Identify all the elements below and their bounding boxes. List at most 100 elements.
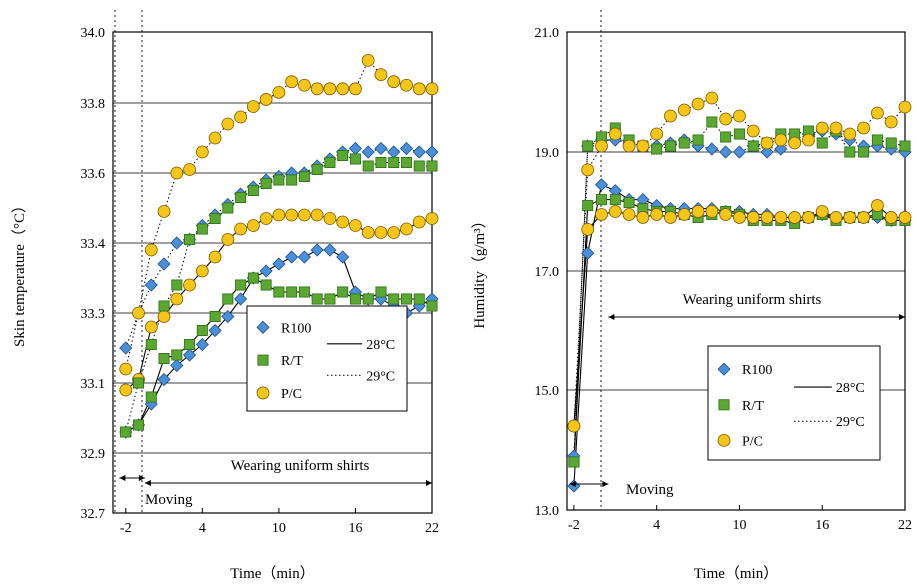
data-point-pc-28c (871, 199, 884, 212)
x-axis-label: Time（min） (694, 565, 778, 582)
data-point-rt-28c (184, 338, 196, 350)
data-point-rt-29c (286, 174, 298, 186)
data-point-r100-29c (732, 145, 747, 159)
data-point-pc-29c (746, 124, 760, 138)
data-point-rt-29c (844, 146, 856, 158)
data-point-rt-28c (582, 200, 594, 212)
data-point-pc-29c (323, 82, 337, 96)
data-point-rt-29c (209, 212, 221, 224)
data-point-pc-29c (829, 121, 843, 135)
data-point-pc-29c (650, 127, 664, 141)
data-point-pc-28c (677, 208, 691, 221)
x-tick-label: 4 (199, 521, 206, 536)
data-point-rt-29c (664, 140, 676, 152)
data-point-pc-28c (843, 211, 857, 224)
data-point-r100-28c (157, 372, 171, 387)
data-point-rt-28c (222, 293, 234, 305)
x-tick-label: 22 (898, 518, 912, 533)
data-point-pc-29c (119, 362, 133, 376)
data-point-pc-28c (361, 226, 375, 239)
data-point-rt-28c (171, 349, 183, 361)
data-point-pc-28c (815, 205, 829, 218)
data-point-rt-29c (816, 137, 828, 149)
data-point-rt-29c (582, 140, 594, 152)
data-point-pc-28c (622, 208, 636, 221)
data-point-rt-29c (899, 140, 911, 152)
data-point-pc-28c (221, 233, 235, 246)
data-point-r100-29c (144, 278, 158, 292)
moving-arrow-head (602, 481, 609, 487)
legend-label-rt: R/T (742, 399, 764, 414)
data-point-pc-29c (774, 133, 788, 147)
y-tick-label: 34.0 (81, 26, 106, 41)
data-point-pc-29c (857, 121, 871, 135)
data-point-rt-29c (388, 156, 400, 168)
data-point-pc-28c (272, 208, 286, 222)
data-point-pc-28c (719, 208, 733, 221)
plot-frame (112, 31, 433, 514)
wearing-arrow-head (426, 480, 432, 486)
data-point-pc-29c (802, 133, 815, 147)
data-point-r100-28c (594, 178, 609, 192)
legend-marker-r100 (256, 320, 270, 334)
wearing-label: Wearing uniform shirts (231, 458, 370, 474)
x-tick-label: 22 (425, 521, 439, 536)
legend-marker-pc (717, 434, 731, 447)
data-point-pc-28c (323, 212, 337, 225)
data-point-r100-29c (170, 236, 184, 250)
data-point-rt-29c (720, 131, 732, 143)
legend-label-28c: 28°C (836, 381, 865, 396)
legend-label-pc: P/C (742, 434, 763, 449)
data-point-pc-29c (567, 419, 581, 433)
data-point-pc-28c (705, 205, 719, 218)
data-point-r100-28c (336, 250, 350, 264)
x-tick-label: -2 (568, 518, 580, 533)
plot-frame (566, 31, 906, 511)
data-point-pc-28c (664, 211, 677, 224)
data-point-r100-28c (221, 309, 235, 324)
data-point-pc-28c (246, 219, 260, 232)
data-point-pc-29c (400, 78, 413, 92)
y-tick-label: 33.8 (81, 97, 106, 112)
data-point-rt-28c (349, 293, 361, 305)
legend-label-29c: 29°C (366, 369, 395, 384)
data-point-pc-29c (170, 166, 184, 180)
y-tick-label: 13.0 (535, 504, 560, 519)
data-point-pc-28c (259, 212, 273, 225)
data-point-r100-29c (348, 141, 363, 156)
data-point-pc-28c (374, 226, 388, 239)
x-tick-label: 16 (348, 521, 362, 536)
data-point-rt-29c (247, 184, 259, 196)
data-point-pc-28c (636, 211, 650, 224)
data-point-rt-29c (651, 143, 663, 155)
x-tick-label: 16 (815, 518, 829, 533)
data-point-r100-28c (272, 257, 286, 271)
data-point-pc-29c (843, 127, 857, 141)
data-point-pc-29c (310, 82, 324, 96)
data-point-rt-28c (196, 324, 208, 336)
legend: R100 R/T P/C 28°C 29°C (246, 305, 408, 412)
y-tick-label: 19.0 (535, 146, 560, 161)
data-point-pc-28c (691, 205, 705, 218)
data-point-pc-28c (774, 211, 788, 224)
data-point-pc-29c (349, 82, 362, 96)
data-point-pc-28c (760, 211, 774, 224)
data-point-rt-28c (133, 419, 145, 431)
wearing-label: Wearing uniform shirts (683, 292, 822, 308)
data-point-r100-28c (170, 358, 184, 373)
data-point-pc-28c (234, 222, 248, 236)
data-point-rt-28c (286, 286, 298, 298)
data-point-pc-29c (581, 163, 595, 177)
data-point-rt-28c (413, 293, 425, 305)
y-tick-label: 32.9 (81, 447, 106, 462)
moving-arrow-head (119, 475, 126, 481)
legend-box (246, 305, 408, 412)
data-point-rt-29c (311, 163, 323, 175)
data-point-rt-29c (706, 116, 718, 128)
x-tick-label: 10 (272, 521, 286, 536)
humidity-chart: 13.0 15.0 17.0 19.0 21.0 -2 4 10 16 22 Humidity（g/… (471, 10, 912, 582)
data-point-rt-28c (623, 197, 635, 209)
x-tick-label: -2 (120, 521, 132, 536)
data-point-pc-29c (195, 145, 209, 159)
